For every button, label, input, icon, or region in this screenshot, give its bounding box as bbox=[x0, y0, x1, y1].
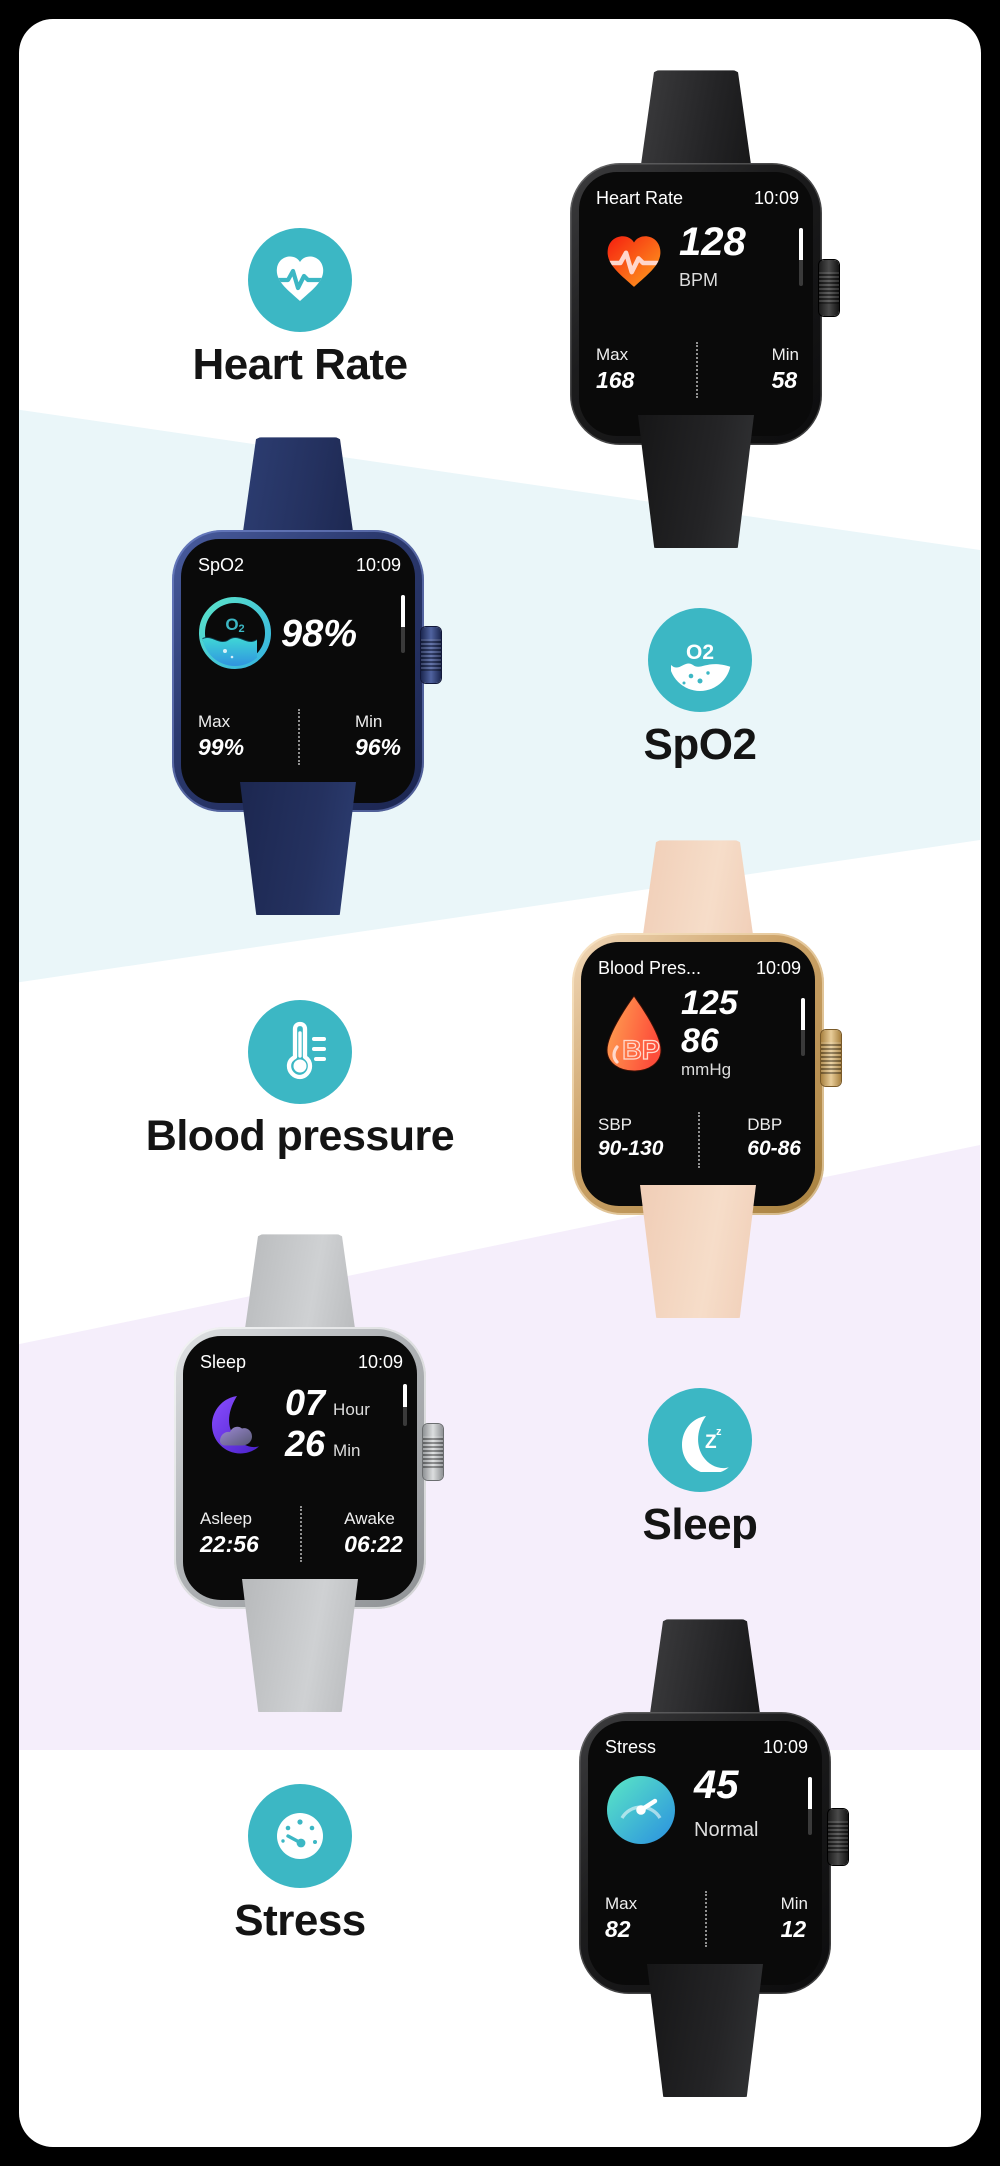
svg-text:z: z bbox=[716, 1426, 722, 1438]
svg-text:BP: BP bbox=[622, 1035, 660, 1065]
svg-text:O2: O2 bbox=[686, 641, 714, 664]
